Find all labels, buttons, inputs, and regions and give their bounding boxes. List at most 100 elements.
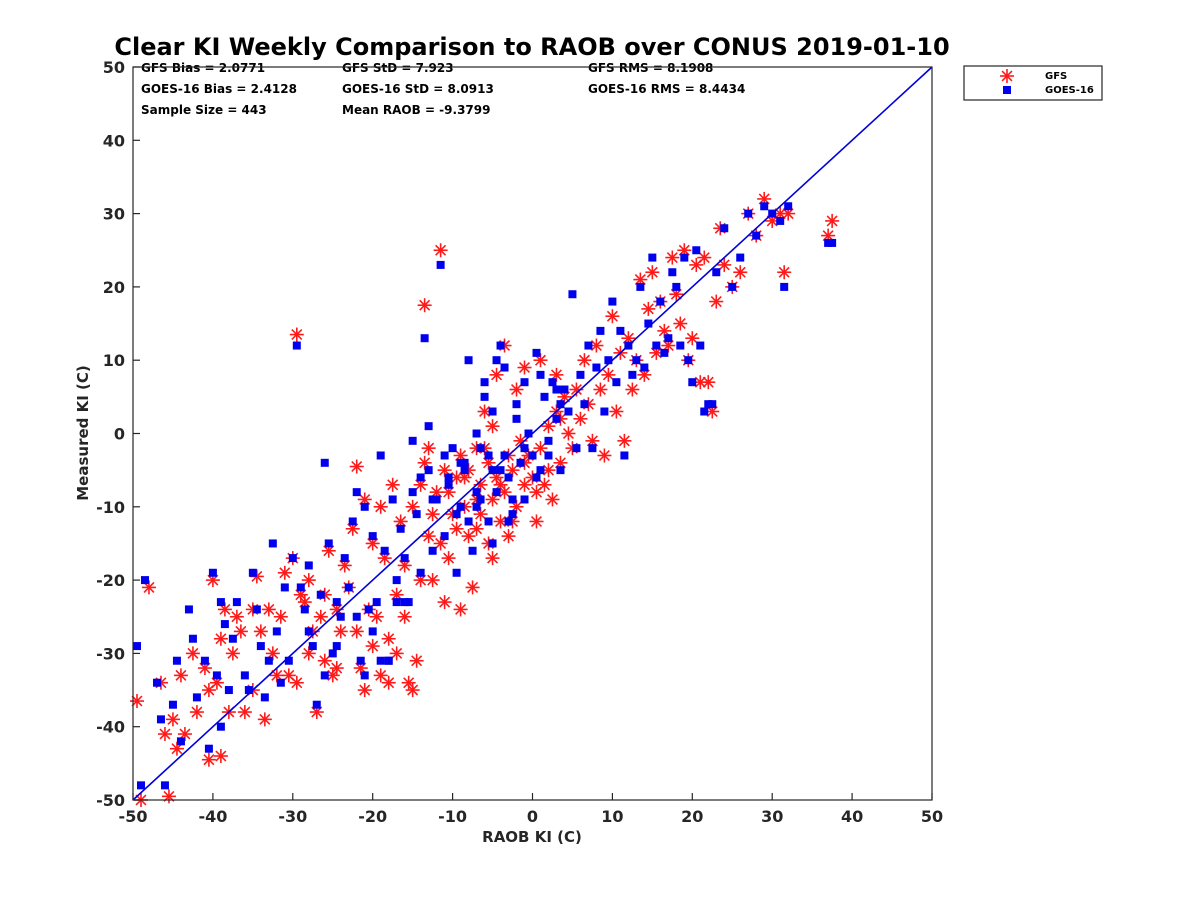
gfs-point-152: [777, 265, 792, 280]
stat-r2-c1: Mean RAOB = -9.3799: [342, 103, 490, 117]
gfs-point-9: [177, 727, 192, 742]
goes-16-point-10: [188, 634, 197, 643]
goes-16-point-97: [540, 392, 549, 401]
goes-16-point-94: [528, 451, 537, 460]
gfs-point-131: [665, 250, 680, 265]
goes-16-point-76: [456, 502, 465, 511]
goes-16-point-136: [696, 341, 705, 350]
gfs-point-175: [449, 521, 464, 536]
goes-16-point-71: [436, 260, 445, 269]
goes-16-point-98: [544, 436, 553, 445]
gfs-point-177: [489, 367, 504, 382]
gfs-point-132: [669, 287, 684, 302]
legend-goes-16-square: [1003, 86, 1011, 94]
goes-16-point-148: [776, 216, 785, 225]
gfs-point-11: [189, 705, 204, 720]
gfs-point-74: [437, 595, 452, 610]
goes-16-point-112: [600, 407, 609, 416]
goes-16-point-137: [700, 407, 709, 416]
gfs-point-197: [417, 298, 432, 313]
gfs-point-33: [273, 609, 288, 624]
goes-16-point-99: [548, 378, 557, 387]
y-tick-label--10: -10: [96, 498, 125, 517]
goes-16-point-126: [656, 297, 665, 306]
chart-title: Clear KI Weekly Comparison to RAOB over …: [114, 33, 949, 61]
goes-16-point-168: [416, 473, 425, 482]
stat-r0-c1: GFS StD = 7.923: [342, 61, 454, 75]
gfs-point-93: [513, 433, 528, 448]
goes-16-point-12: [200, 656, 209, 665]
gfs-point-75: [441, 551, 456, 566]
gfs-point-28: [253, 624, 268, 639]
gfs-point-98: [533, 441, 548, 456]
goes-16-point-127: [660, 348, 669, 357]
goes-16-point-184: [376, 656, 385, 665]
goes-16-point-33: [284, 656, 293, 665]
gfs-point-194: [365, 639, 380, 654]
goes-16-point-183: [392, 598, 401, 607]
gfs-point-81: [465, 580, 480, 595]
gfs-point-108: [573, 411, 588, 426]
gfs-point-196: [433, 243, 448, 258]
goes-16-point-163: [464, 517, 473, 526]
goes-16-point-8: [176, 737, 185, 746]
gfs-point-172: [425, 507, 440, 522]
goes-16-point-29: [268, 539, 277, 548]
goes-16-point-15: [212, 671, 221, 680]
goes-16-point-30: [272, 627, 281, 636]
gfs-point-51: [345, 521, 360, 536]
goes-16-point-172: [452, 510, 461, 519]
goes-16-point-140: [712, 268, 721, 277]
goes-16-point-131: [676, 341, 685, 350]
gfs-point-2: [141, 580, 156, 595]
gfs-point-169: [501, 529, 516, 544]
goes-16-point-65: [412, 510, 421, 519]
goes-16-point-89: [508, 510, 517, 519]
goes-16-point-73: [444, 480, 453, 489]
goes-16-point-42: [320, 458, 329, 467]
goes-16-point-54: [368, 532, 377, 541]
goes-16-point-145: [752, 231, 761, 240]
goes-16-point-9: [184, 605, 193, 614]
goes-16-point-14: [208, 568, 217, 577]
gfs-point-0: [129, 694, 144, 709]
goes-16-point-102: [560, 385, 569, 394]
goes-16-point-19: [224, 686, 233, 695]
goes-16-point-109: [588, 444, 597, 453]
x-tick-label-20: 20: [681, 807, 703, 826]
goes-16-point-141: [720, 224, 729, 233]
goes-16-point-166: [504, 517, 513, 526]
goes-16-point-143: [736, 253, 745, 262]
goes-16-point-139: [708, 400, 717, 409]
gfs-point-114: [597, 448, 612, 463]
gfs-point-146: [733, 265, 748, 280]
goes-16-point-66: [416, 568, 425, 577]
goes-16-point-53: [364, 605, 373, 614]
gfs-point-10: [185, 646, 200, 661]
goes-16-point-162: [556, 400, 565, 409]
gfs-point-23: [233, 624, 248, 639]
goes-16-point-121: [636, 282, 645, 291]
goes-16-point-56: [376, 451, 385, 460]
goes-16-point-81: [476, 444, 485, 453]
goes-16-point-36: [296, 583, 305, 592]
goes-16-point-57: [380, 546, 389, 555]
goes-16-point-82: [480, 378, 489, 387]
goes-16-point-160: [532, 473, 541, 482]
goes-16-point-62: [400, 554, 409, 563]
goes-16-point-119: [628, 370, 637, 379]
goes-16-point-0: [132, 642, 141, 651]
goes-16-point-128: [664, 334, 673, 343]
legend-goes-16-marker: [1003, 86, 1011, 94]
goes-16-point-187: [320, 671, 329, 680]
goes-16-point-133: [684, 356, 693, 365]
y-tick-label--40: -40: [96, 718, 125, 737]
goes-16-point-156: [484, 451, 493, 460]
gfs-point-179: [509, 382, 524, 397]
gfs-point-139: [697, 250, 712, 265]
goes-16-point-100: [552, 414, 561, 423]
goes-16-point-153: [444, 473, 453, 482]
goes-16-point-18: [220, 620, 229, 629]
goes-16-point-125: [652, 341, 661, 350]
goes-16-point-24: [248, 568, 257, 577]
